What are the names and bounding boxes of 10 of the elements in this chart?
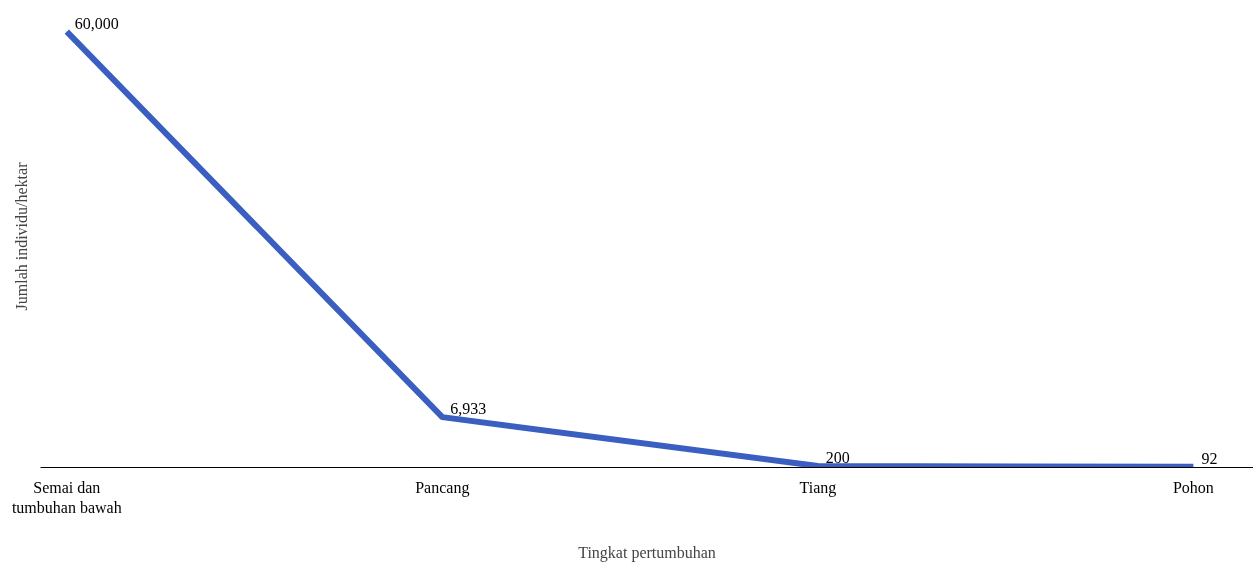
x-tick-label: Semai dan tumbuhan bawah	[11, 478, 122, 516]
x-axis-title: Tingkat pertumbuhan	[578, 543, 716, 562]
x-tick-label: Pohon	[1172, 478, 1214, 496]
data-label: 6,933	[450, 400, 487, 418]
x-tick-label: Tiang	[799, 478, 837, 497]
data-label: 60,000	[74, 14, 119, 32]
y-axis-title: Jumlah individu/hektar	[12, 161, 30, 311]
data-label: 200	[825, 449, 850, 467]
data-label: 92	[1201, 449, 1218, 467]
x-tick-label: Pancang	[415, 478, 470, 497]
